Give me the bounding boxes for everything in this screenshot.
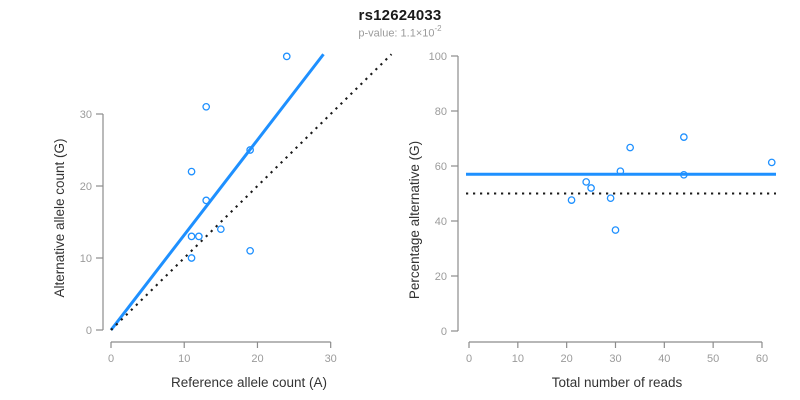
data-point	[616, 167, 625, 176]
x-axis-label: Reference allele count (A)	[171, 375, 327, 390]
data-point	[606, 194, 615, 203]
y-tick-label: 80	[435, 106, 447, 118]
data-point	[567, 196, 576, 204]
y-axis-label: Alternative allele count (G)	[52, 138, 67, 297]
figure-title: rs12624033	[358, 7, 442, 24]
data-point	[680, 170, 688, 179]
data-point	[587, 184, 595, 192]
y-tick-label: 60	[435, 161, 447, 173]
x-tick-label: 50	[707, 353, 719, 365]
y-tick-label: 20	[80, 181, 92, 193]
y-tick-label: 0	[441, 326, 447, 338]
y-tick-label: 20	[435, 271, 447, 283]
data-point	[680, 133, 688, 141]
x-axis-label: Total number of reads	[552, 375, 683, 390]
x-tick-label: 10	[512, 353, 524, 365]
y-tick-label: 40	[435, 216, 447, 228]
data-point	[187, 232, 196, 241]
pvalue-text: p-value: 1.1×10	[358, 27, 435, 40]
y-tick-label: 100	[429, 51, 447, 63]
data-point	[582, 178, 591, 186]
data-point	[202, 196, 211, 205]
data-point	[195, 232, 203, 241]
x-tick-label: 60	[756, 353, 768, 365]
x-tick-label: 10	[178, 353, 190, 365]
y-axis-label: Percentage alternative (G)	[407, 141, 422, 299]
data-point	[626, 143, 634, 152]
data-point	[202, 102, 211, 111]
x-tick-label: 30	[325, 353, 337, 365]
identity-line	[110, 53, 393, 331]
data-point	[282, 52, 291, 61]
data-point	[187, 254, 196, 262]
data-point	[767, 158, 776, 167]
data-point	[611, 226, 620, 234]
x-tick-label: 20	[561, 353, 573, 365]
data-point	[246, 246, 254, 255]
x-tick-label: 0	[466, 353, 472, 365]
data-point	[246, 146, 254, 154]
x-tick-label: 30	[609, 353, 621, 365]
x-tick-label: 20	[251, 353, 263, 365]
x-tick-label: 40	[658, 353, 670, 365]
figure-subtitle-pvalue: p-value: 1.1×10-2	[0, 24, 800, 40]
y-tick-label: 30	[80, 109, 92, 121]
pvalue-exponent: -2	[434, 24, 442, 33]
data-point	[187, 167, 196, 176]
regression-line	[109, 53, 325, 331]
x-tick-label: 0	[108, 353, 114, 365]
y-tick-label: 0	[86, 325, 92, 337]
data-point	[216, 225, 225, 234]
y-tick-label: 10	[80, 253, 92, 265]
